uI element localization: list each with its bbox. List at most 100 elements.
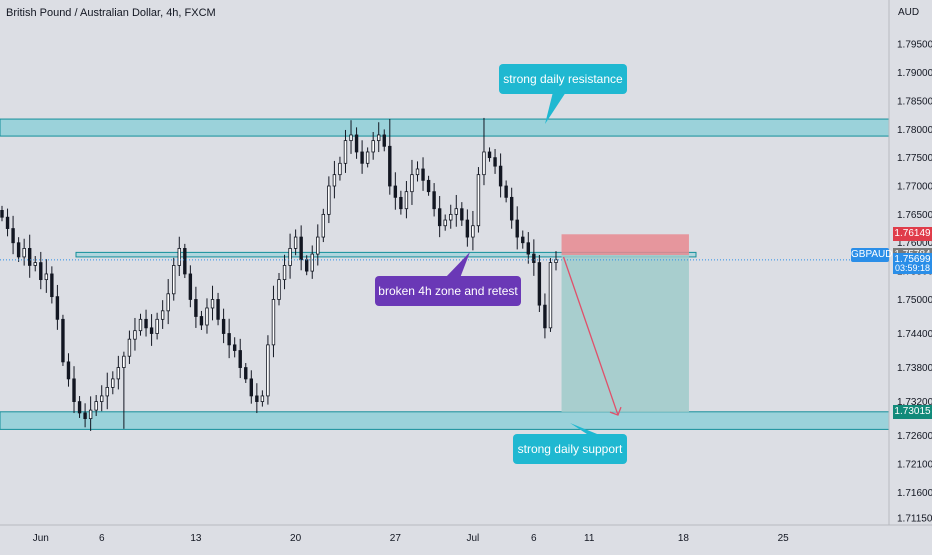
candle-body — [349, 134, 353, 142]
candle-body — [504, 185, 508, 198]
candle-body — [543, 304, 547, 329]
candle-body — [244, 367, 248, 380]
candle-body — [205, 307, 209, 326]
candle-body — [354, 134, 359, 153]
candle-body — [39, 262, 43, 281]
candle-body — [498, 165, 503, 187]
stop-price-tag: 1.76149 — [893, 227, 932, 242]
candle-body — [133, 330, 137, 340]
price-tick-label: 1.79000 — [897, 68, 932, 79]
candle-body — [271, 299, 276, 346]
callout-retest[interactable]: broken 4h zone and retest — [375, 276, 521, 306]
candle-body — [454, 208, 458, 215]
zone-support — [0, 411, 890, 430]
candle-body — [410, 174, 414, 193]
time-tick-label: 27 — [390, 533, 402, 544]
candle-body — [105, 387, 109, 397]
candle-body — [437, 208, 442, 227]
candle-body — [282, 265, 287, 281]
time-tick-label: Jun — [33, 533, 49, 544]
candle-body — [332, 174, 337, 187]
candle-body — [155, 318, 159, 334]
candle-body — [404, 191, 409, 210]
price-tick-label: 1.73200 — [897, 397, 932, 408]
price-tick-label: 1.73800 — [897, 363, 932, 374]
candle-body — [221, 318, 226, 334]
zone-resistance — [0, 118, 890, 137]
candle-body — [0, 210, 4, 218]
currency-label: AUD — [898, 7, 919, 18]
callout-support[interactable]: strong daily support — [513, 434, 627, 464]
callout-retest-pointer — [445, 252, 470, 278]
candle-body — [238, 350, 242, 368]
candle-body — [183, 248, 187, 275]
target-price-tag: 1.73015 — [893, 405, 932, 420]
candle-body — [487, 151, 492, 159]
candle-body — [310, 253, 314, 272]
candle-body — [11, 228, 15, 244]
candle-body — [194, 299, 198, 317]
candle-body — [177, 248, 181, 266]
candle-body — [449, 213, 453, 221]
candle-body — [465, 219, 470, 238]
position-layer — [561, 234, 689, 413]
price-tick-label: 1.79500 — [897, 40, 932, 51]
lines-layer — [0, 92, 889, 436]
candle-body — [116, 367, 121, 380]
candle-body — [526, 242, 530, 255]
candle-body — [232, 344, 237, 351]
candle-body — [476, 174, 481, 227]
candle-body — [5, 216, 10, 229]
candle-body — [482, 151, 486, 176]
candle-body — [227, 333, 231, 346]
time-tick-label: 20 — [290, 533, 302, 544]
candle-body — [160, 310, 165, 320]
zone-broken-4h — [75, 251, 697, 258]
candle-body — [144, 318, 148, 329]
price-tick-label: 1.72600 — [897, 431, 932, 442]
candle-body — [266, 344, 270, 397]
candle-body — [88, 409, 93, 420]
callout-support-pointer — [570, 423, 602, 436]
candle-body — [149, 327, 154, 334]
time-tick-label: Jul — [467, 533, 480, 544]
candle-body — [360, 151, 364, 164]
candle-body — [249, 378, 253, 397]
arrow-head — [609, 406, 622, 416]
candle-body — [304, 259, 309, 272]
candle-body — [532, 253, 536, 263]
stop-loss-area — [561, 234, 689, 255]
candle-body — [188, 273, 193, 300]
candle-body — [537, 262, 542, 306]
candle-body — [33, 262, 37, 266]
candle-body — [111, 378, 115, 388]
candle-body — [327, 185, 331, 215]
symbol-tag: GBPAUD — [851, 248, 893, 262]
price-tick-label: 1.78500 — [897, 96, 932, 107]
candles-layer — [0, 117, 558, 431]
candle-body — [72, 378, 76, 402]
callout-resistance[interactable]: strong daily resistance — [499, 64, 627, 94]
price-tick-label: 1.77000 — [897, 182, 932, 193]
candle-body — [127, 338, 132, 357]
candle-body — [44, 273, 49, 281]
candle-body — [61, 318, 65, 363]
projection-arrow — [562, 256, 619, 416]
candle-body — [260, 395, 265, 402]
candle-body — [382, 134, 386, 147]
candle-body — [277, 279, 281, 300]
candle-body — [421, 168, 425, 181]
candle-body — [509, 196, 514, 221]
time-tick-label: 6 — [99, 533, 105, 544]
bar-timer-tag: 03:59:18 — [893, 262, 932, 274]
time-tick-label: 18 — [678, 533, 690, 544]
price-tick-label: 1.76000 — [897, 238, 932, 249]
callout-resistance-pointer — [545, 92, 566, 124]
candle-body — [515, 219, 519, 238]
candle-body — [138, 318, 143, 332]
candle-body — [432, 191, 436, 210]
candle-body — [122, 355, 126, 368]
zones-layer — [0, 118, 890, 430]
